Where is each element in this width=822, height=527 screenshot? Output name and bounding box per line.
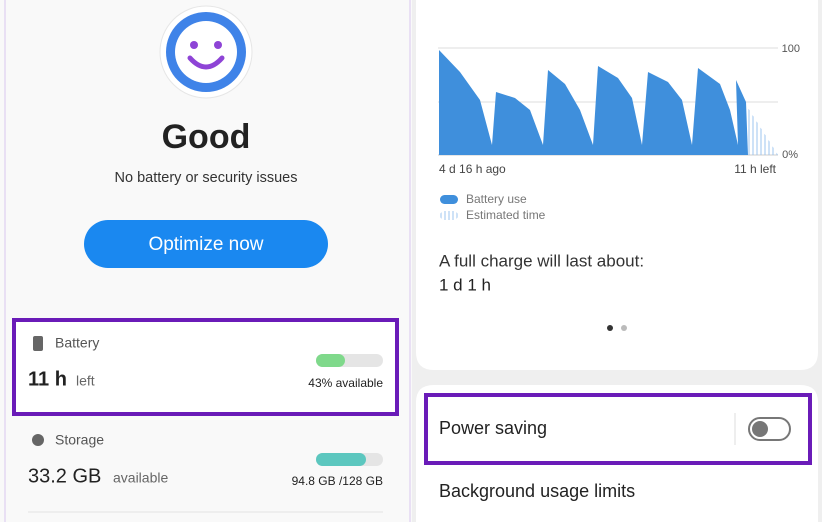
battery-icon (33, 336, 43, 351)
battery-detail: 43% available (308, 376, 383, 390)
battery-chart-card (416, 0, 818, 370)
x-end-label: 11 h left (734, 162, 776, 176)
full-charge-value: 1 d 1 h (439, 275, 491, 294)
smile (187, 55, 225, 70)
page-dot[interactable] (621, 325, 627, 331)
battery-use-area (439, 50, 748, 155)
battery-bar-fill (316, 354, 345, 367)
page-dot[interactable] (607, 325, 613, 331)
settings-card (416, 385, 818, 522)
optimize-button-label[interactable]: Optimize now (148, 234, 263, 255)
storage-unit: available (113, 470, 168, 486)
optimize-button[interactable] (84, 220, 328, 268)
background-limits-label[interactable]: Background usage limits (439, 481, 635, 501)
eye (190, 41, 198, 49)
status-title: Good (162, 118, 251, 156)
status-icon-face (175, 21, 237, 83)
x-start-label: 4 d 16 h ago (439, 162, 506, 176)
legend-label: Estimated time (466, 208, 546, 222)
status-subtitle: No battery or security issues (115, 170, 298, 186)
storage-value: 33.2 GB (28, 465, 101, 487)
storage-detail: 94.8 GB /128 GB (292, 474, 383, 488)
battery-unit: left (76, 373, 95, 389)
toggle-knob (752, 421, 768, 437)
y-bottom-label: 0% (782, 149, 798, 161)
full-charge-label: A full charge will last about: (439, 251, 644, 270)
estimated-area (748, 108, 778, 155)
legend-label: Battery use (466, 192, 527, 206)
storage-label: Storage (55, 432, 104, 448)
legend-swatch (440, 211, 458, 220)
storage-bar-fill (316, 453, 366, 466)
power-saving-label[interactable]: Power saving (439, 418, 547, 438)
highlight-box (424, 393, 812, 465)
y-top-label: 100 (782, 43, 800, 55)
battery-value: 11 h (28, 368, 67, 390)
eye (214, 41, 222, 49)
storage-icon (32, 434, 44, 446)
legend-swatch (440, 195, 458, 204)
battery-label: Battery (55, 335, 99, 351)
